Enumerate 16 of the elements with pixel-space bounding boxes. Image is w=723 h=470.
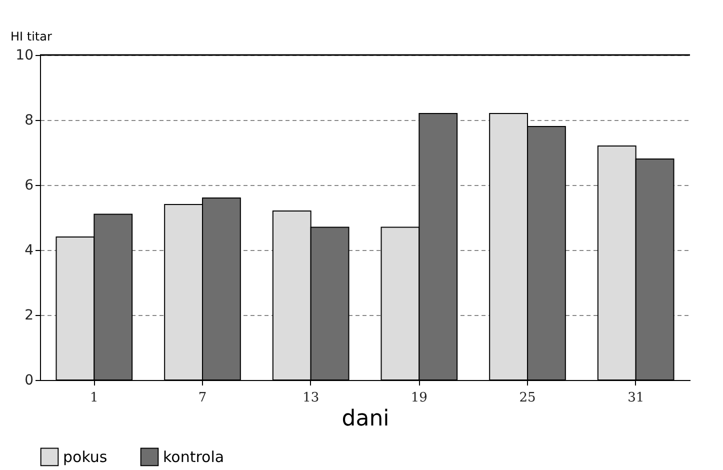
- y-tick-label: 2: [24, 308, 34, 324]
- legend-label: pokus: [63, 448, 108, 466]
- y-tick-label: 6: [24, 178, 34, 194]
- x-axis-title: dani: [342, 406, 390, 432]
- x-tick-label: 25: [519, 390, 536, 406]
- x-tick-label: 31: [628, 390, 644, 406]
- y-tick-label: 0: [24, 372, 34, 388]
- x-tick-label: 13: [302, 390, 320, 406]
- x-tick-label: 19: [410, 390, 428, 406]
- y-tick-label: 10: [16, 48, 34, 64]
- x-tick-label: 1: [90, 390, 98, 406]
- y-tick-label: 8: [24, 112, 34, 128]
- y-tick-label: 4: [24, 242, 34, 258]
- y-axis-title: HI titar: [10, 30, 52, 44]
- legend-label: kontrola: [163, 448, 224, 466]
- x-tick-label: 7: [198, 390, 207, 406]
